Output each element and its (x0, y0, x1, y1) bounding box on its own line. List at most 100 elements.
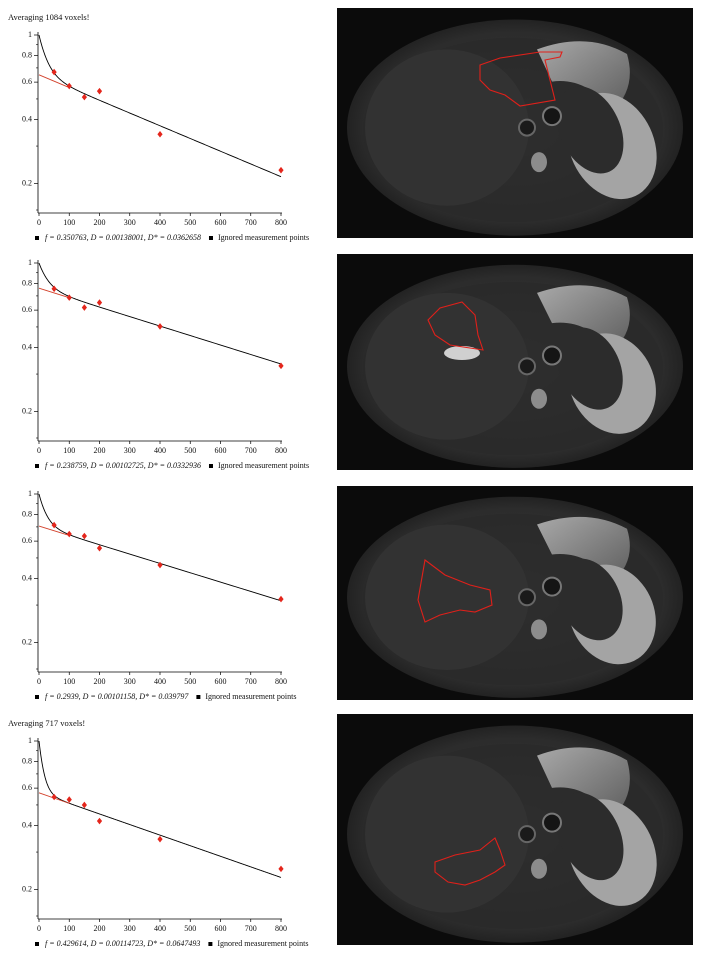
legend-label: Ignored measurement points (218, 233, 309, 242)
data-point (51, 521, 57, 529)
roi-outline (427, 301, 484, 351)
spleen-cut (557, 327, 623, 410)
x-tick-label: 400 (154, 924, 166, 933)
x-tick-label: 100 (63, 446, 75, 455)
y-tick-label: 0.4 (22, 820, 32, 829)
data-point (157, 835, 163, 843)
legend-marker (208, 464, 213, 468)
legend-label: f = 0.429614, D = 0.00114723, D* = 0.064… (45, 939, 200, 948)
x-tick-label: 0 (37, 218, 41, 227)
data-point (96, 544, 103, 552)
y-tick-label: 0.6 (22, 77, 32, 86)
y-tick-label: 1 (28, 489, 32, 498)
x-tick-label: 600 (215, 446, 227, 455)
y-tick-label: 1 (28, 30, 32, 39)
data-point (81, 801, 87, 809)
data-point (66, 294, 72, 301)
y-tick-label: 0.2 (22, 637, 32, 646)
data-point (66, 82, 72, 90)
y-tick-label: 0.2 (22, 406, 32, 415)
legend-marker (35, 695, 39, 699)
x-tick-label: 300 (124, 218, 136, 227)
y-tick-label: 0.8 (22, 756, 32, 765)
data-point (66, 530, 72, 538)
x-tick-label: 800 (275, 924, 287, 933)
data-point (51, 68, 57, 76)
y-tick-label: 0.6 (22, 536, 32, 545)
x-tick-label: 500 (184, 218, 196, 227)
data-point (81, 532, 87, 540)
aorta (542, 812, 562, 833)
x-tick-label: 800 (275, 446, 287, 455)
legend-marker (208, 942, 213, 946)
spleen-cut (556, 792, 624, 881)
liver (365, 49, 529, 206)
fit-curve (38, 34, 282, 178)
x-tick-label: 500 (184, 677, 196, 686)
vessel (518, 825, 536, 844)
x-tick-label: 300 (124, 446, 136, 455)
liver (365, 524, 529, 671)
vessel (518, 118, 536, 137)
x-tick-label: 100 (63, 677, 75, 686)
x-tick-label: 800 (275, 218, 287, 227)
x-tick-label: 700 (245, 677, 257, 686)
legend-label: Ignored measurement points (205, 692, 296, 701)
x-tick-label: 600 (215, 677, 227, 686)
x-tick-label: 0 (37, 446, 41, 455)
legend-marker (208, 236, 213, 240)
spine (531, 858, 547, 879)
x-tick-label: 700 (245, 446, 257, 455)
data-point (51, 793, 57, 801)
spleen-cut (556, 86, 624, 174)
data-point (278, 166, 284, 174)
mri-image (337, 8, 693, 238)
y-tick-label: 0.4 (22, 342, 32, 351)
data-point (81, 93, 87, 101)
mri-image (337, 486, 693, 700)
roi-outline (417, 559, 493, 623)
spine (531, 619, 547, 640)
x-tick-label: 700 (245, 218, 257, 227)
x-tick-label: 500 (184, 924, 196, 933)
y-tick-label: 0.4 (22, 114, 32, 123)
chart-title: Averaging 717 voxels! (8, 718, 85, 728)
legend-label: f = 0.2939, D = 0.00101158, D* = 0.03979… (45, 692, 189, 701)
y-tick-label: 0.8 (22, 278, 32, 287)
y-tick-label: 0.4 (22, 573, 32, 582)
data-point (278, 865, 284, 873)
bright-spot (444, 346, 480, 360)
x-tick-label: 700 (245, 924, 257, 933)
aorta (542, 106, 562, 127)
vessel (518, 357, 536, 376)
data-point (157, 561, 163, 569)
diffusion-line (38, 74, 70, 88)
data-point (157, 323, 163, 330)
aorta (542, 345, 562, 366)
y-tick-label: 0.8 (22, 50, 32, 59)
fit-curve (38, 740, 282, 878)
mri-image (337, 714, 693, 945)
x-tick-label: 0 (37, 924, 41, 933)
y-tick-label: 1 (28, 736, 32, 745)
x-tick-label: 200 (94, 924, 106, 933)
x-tick-label: 200 (94, 446, 106, 455)
y-tick-label: 0.2 (22, 884, 32, 893)
x-tick-label: 800 (275, 677, 287, 686)
y-tick-label: 0.6 (22, 305, 32, 314)
spine (531, 152, 547, 173)
diffusion-line (38, 525, 70, 536)
x-tick-label: 100 (63, 924, 75, 933)
data-point (157, 130, 163, 138)
x-tick-label: 400 (154, 446, 166, 455)
y-tick-label: 0.8 (22, 509, 32, 518)
x-tick-label: 100 (63, 218, 75, 227)
legend-marker (35, 464, 39, 468)
data-point (278, 595, 284, 603)
mri-image (337, 254, 693, 470)
data-point (96, 299, 103, 306)
legend-label: f = 0.238759, D = 0.00102725, D* = 0.033… (45, 461, 201, 470)
spleen-cut (557, 558, 623, 641)
legend-marker (35, 942, 39, 946)
